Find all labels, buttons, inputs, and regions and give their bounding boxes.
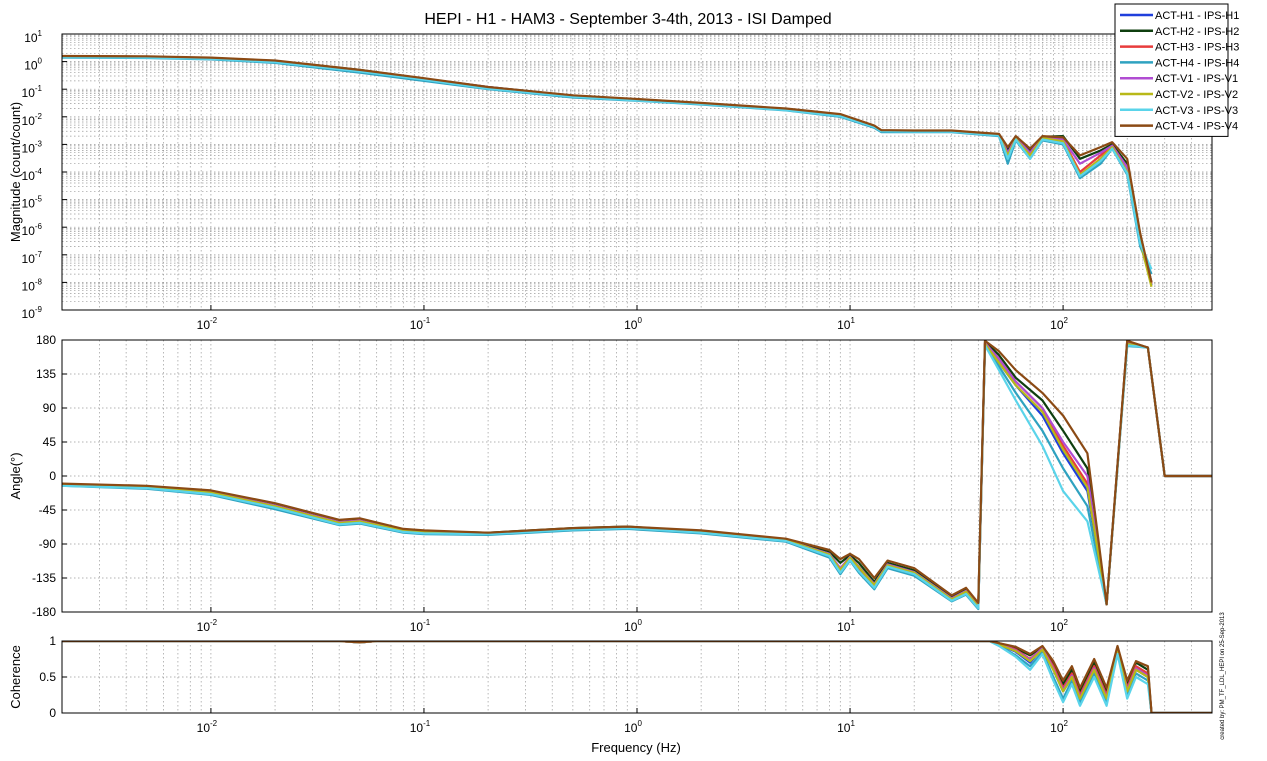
y-tick-label: 10-4 [22, 167, 43, 183]
x-tick-label: 102 [1050, 618, 1068, 634]
credit-note: created by: PM_TF_LDL_HEPI on 25-Sep-201… [1220, 612, 1226, 740]
y-tick-label: 10-3 [22, 139, 43, 155]
series-line-coherence-7 [62, 641, 1212, 713]
y-tick-label: 10-7 [22, 250, 43, 266]
series-line-phase-6 [62, 342, 1212, 608]
panel-phase: 10-2 10-1 100 101 102 180 135 90 45 0 -45 -90 -135 -1… [8, 333, 1213, 634]
y-tick-label: 101 [24, 29, 42, 45]
legend-entry: ACT-H4 - IPS-H4 [1155, 57, 1239, 69]
x-tick-label: 100 [624, 719, 642, 735]
y-tick-label: 10-2 [22, 112, 43, 128]
x-tick-label: 100 [624, 316, 642, 332]
grid-phase [62, 340, 1212, 612]
y-tick-label: -45 [39, 503, 57, 517]
y-tick-label: 10-5 [22, 195, 43, 211]
x-tick-label: 10-2 [197, 316, 218, 332]
y-tick-label: 1 [49, 634, 56, 648]
y-tick-label: 135 [36, 367, 56, 381]
y-tick-label: 45 [43, 435, 57, 449]
x-tick-label: 101 [837, 719, 855, 735]
x-tick-label: 10-1 [410, 316, 431, 332]
legend: ACT-H1 - IPS-H1 ACT-H2 - IPS-H2 ACT-H3 - I… [1114, 3, 1239, 137]
series-line-magnitude-7 [62, 56, 1153, 270]
x-tick-label: 100 [624, 618, 642, 634]
y-tick-label: 0 [49, 469, 56, 483]
y-tick-label: 10-1 [22, 84, 43, 100]
series-group-magnitude [62, 54, 1153, 287]
y-tick-label: 100 [24, 57, 42, 73]
y-tick-label: 0.5 [39, 670, 56, 684]
y-tick-label: 10-9 [22, 305, 43, 321]
series-line-phase-8 [62, 340, 1212, 606]
series-group-phase [62, 340, 1212, 611]
y-tick-label: 0 [49, 706, 56, 720]
legend-entry: ACT-V3 - IPS-V3 [1155, 105, 1238, 117]
panel-coherence: 10-2 10-1 100 101 102 1 0.5 0 Coherence [8, 634, 1213, 735]
y-tick-label: 90 [43, 401, 57, 415]
plot-area-magnitude [62, 34, 1212, 310]
y-axis-label-coherence: Coherence [8, 645, 23, 709]
legend-entry: ACT-V1 - IPS-V1 [1155, 73, 1238, 85]
chart-panels: 10-2 10-1 100 101 10210110010-110-210-310-41… [8, 29, 1213, 735]
x-tick-label: 10-2 [197, 719, 218, 735]
x-tick-label: 101 [837, 618, 855, 634]
y-tick-label: -180 [32, 605, 56, 619]
panel-magnitude: 10-2 10-1 100 101 102 101 100 10-1 10-2 10-3 10-4 1… [8, 29, 1213, 332]
series-line-magnitude-8 [62, 54, 1153, 283]
series-line-coherence-4 [62, 641, 1212, 713]
x-axis-label: Frequency (Hz) [591, 740, 681, 755]
x-tick-label: 102 [1050, 719, 1068, 735]
y-tick-label: -135 [32, 571, 56, 585]
legend-entry: ACT-V4 - IPS-V4 [1155, 121, 1238, 133]
y-tick-label: -90 [39, 537, 57, 551]
legend-entry: ACT-H3 - IPS-H3 [1155, 42, 1239, 54]
x-tick-label: 10-1 [410, 618, 431, 634]
series-line-phase-7 [62, 344, 1212, 610]
legend-entry: ACT-V2 - IPS-V2 [1155, 89, 1238, 101]
x-tick-label: 10-1 [410, 719, 431, 735]
chart-title: HEPI - H1 - HAM3 - September 3-4th, 2013… [424, 11, 831, 28]
x-tick-label: 102 [1050, 316, 1068, 332]
legend-box [1114, 3, 1229, 137]
x-tick-label: 10-2 [197, 618, 218, 634]
x-tick-label: 101 [837, 316, 855, 332]
y-tick-label: 10-6 [22, 222, 43, 238]
y-tick-label: 10-8 [22, 277, 43, 293]
series-group-coherence [62, 641, 1212, 713]
y-tick-label: 180 [36, 333, 56, 347]
legend-entry: ACT-H1 - IPS-H1 [1155, 10, 1239, 22]
y-axis-label-magnitude: Magnitude (count/count) [8, 102, 23, 242]
series-line-coherence-6 [62, 641, 1212, 713]
series-line-coherence-8 [62, 641, 1212, 713]
y-axis-label-phase: Angle(°) [8, 452, 23, 499]
legend-entry: ACT-H2 - IPS-H2 [1155, 26, 1239, 38]
